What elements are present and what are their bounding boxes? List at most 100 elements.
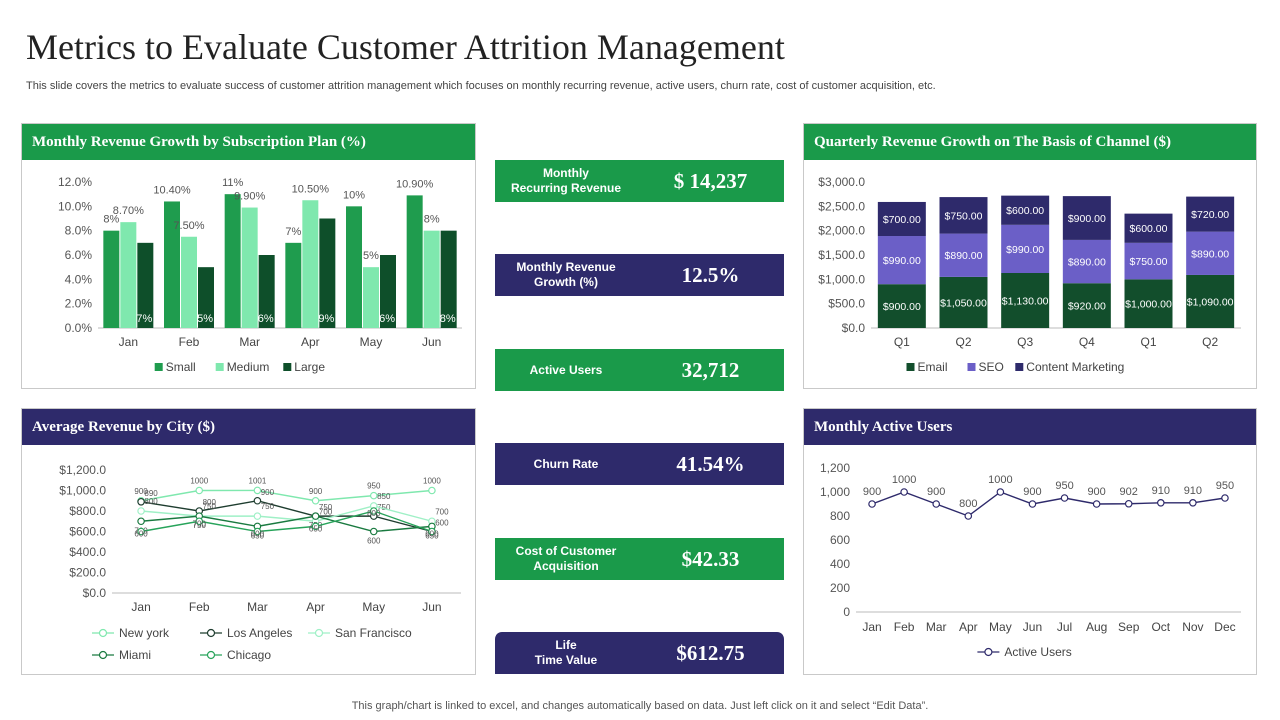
x-tick-label: May — [362, 600, 385, 614]
bar-segment-content-marketing — [1124, 213, 1173, 243]
line-point — [1124, 499, 1133, 508]
x-tick-label: Sep — [1118, 620, 1140, 634]
line-point — [1028, 500, 1037, 508]
bar-segment-email — [1124, 279, 1173, 328]
legend-swatch-marker — [98, 650, 108, 660]
y-tick-label: 200 — [830, 581, 850, 595]
line-point — [900, 488, 908, 496]
x-tick-label: Q1 — [894, 335, 910, 349]
bar-small — [406, 195, 423, 328]
quarterly-chart[interactable]: $0.0 $500.0 $1,000.0 $1,500.0 $2,000.0 $2,500… — [804, 160, 1258, 390]
point-data-label: 600 — [435, 519, 449, 528]
legend-label: Small — [166, 360, 196, 374]
y-tick-label: $0.0 — [842, 321, 866, 335]
bar-data-label: $1,090.00 — [1187, 296, 1234, 308]
y-tick-label: $400.0 — [69, 545, 106, 559]
point-data-label: 800 — [144, 497, 158, 506]
bar-segment-content-marketing — [877, 201, 926, 237]
x-tick-label: May — [989, 620, 1012, 634]
y-tick-label: 2.0% — [65, 297, 93, 311]
kpi-label: Cost of Customer Acquisition — [515, 544, 617, 573]
point-data-label: 800 — [367, 509, 381, 518]
bar-data-label: $990.00 — [1006, 244, 1044, 256]
kpi-value: $612.75 — [676, 640, 745, 665]
quarterly-panel: Quarterly Revenue Growth on The Basis of… — [803, 123, 1257, 389]
point-data-label: 1000 — [988, 474, 1012, 486]
line-point — [137, 507, 145, 515]
x-tick-label: May — [360, 335, 383, 349]
point-data-label: 900 — [261, 488, 275, 497]
bar-data-label: $600.00 — [1006, 205, 1044, 217]
legend-swatch — [967, 363, 976, 371]
y-tick-label: $2,500.0 — [818, 199, 865, 213]
kpi-monthly-revenue-growth: Monthly Revenue Growth (%) 12.5% — [495, 254, 784, 296]
bar-data-label: 8% — [440, 313, 456, 325]
kpi-life-time-value: Life Time Value $612.75 — [495, 632, 784, 674]
active-users-chart[interactable]: 0 200 400 600 800 1,000 1,200 900 1000 900 800 1000… — [804, 445, 1258, 676]
legend-swatch-marker — [314, 628, 324, 638]
bar-data-label: 8% — [424, 214, 440, 226]
point-data-label: 900 — [134, 487, 148, 496]
kpi-value: 32,712 — [681, 357, 740, 382]
x-tick-label: Mar — [926, 620, 947, 634]
line-point — [195, 486, 204, 495]
x-tick-label: Q1 — [1140, 335, 1156, 349]
x-tick-label: Apr — [301, 335, 320, 349]
y-tick-label: $1,000.0 — [59, 484, 106, 498]
kpi-label: Churn Rate — [533, 456, 599, 471]
kpi-label: Active Users — [529, 362, 603, 377]
bar-segment-content-marketing — [1186, 196, 1235, 232]
bar-data-label: 7% — [136, 313, 152, 325]
bar-segment-email — [1001, 273, 1050, 328]
bar-large — [319, 218, 336, 328]
kpi-label: Monthly Recurring Revenue — [510, 166, 622, 195]
monthly-growth-chart[interactable]: 0.0%2.0%4.0%6.0%8.0%10.0%12.0%8%8.70%7%1… — [22, 160, 477, 390]
y-tick-label: 1,200 — [820, 461, 850, 475]
point-data-label: 1000 — [423, 477, 441, 486]
line-point — [1189, 498, 1197, 507]
bar-large — [440, 230, 457, 328]
line-point — [253, 512, 262, 520]
point-data-label: 900 — [1023, 486, 1041, 498]
line-point — [253, 496, 262, 505]
point-data-label: 900 — [863, 486, 881, 498]
y-tick-label: $200.0 — [69, 566, 106, 580]
x-tick-label: Mar — [239, 335, 260, 349]
bar-data-label: $750.00 — [945, 210, 983, 222]
y-tick-label: $1,500.0 — [818, 248, 865, 262]
point-data-label: 850 — [377, 492, 391, 501]
bar-data-label: $600.00 — [1130, 223, 1168, 235]
city-chart[interactable]: $0.0 $200.0 $400.0 $600.0 $800.0 $1,000.0 $1,2… — [22, 445, 477, 676]
legend-label: New york — [119, 626, 170, 640]
x-tick-label: Mar — [247, 600, 268, 614]
y-tick-label: $600.0 — [69, 525, 106, 539]
point-data-label: 1001 — [249, 476, 267, 485]
line-point — [932, 500, 941, 508]
x-tick-label: Jan — [119, 335, 138, 349]
y-tick-label: $500.0 — [828, 297, 865, 311]
bar-data-label: 9% — [318, 313, 334, 325]
bar-data-label: $900.00 — [1068, 213, 1106, 225]
line-point — [137, 497, 145, 506]
point-data-label: 750 — [319, 503, 333, 512]
x-tick-label: Jan — [862, 620, 881, 634]
legend-swatch — [1015, 363, 1024, 371]
x-tick-label: Q2 — [955, 335, 971, 349]
x-tick-label: Apr — [306, 600, 325, 614]
x-tick-label: Nov — [1182, 620, 1203, 634]
kpi-active-users: Active Users 32,712 — [495, 349, 784, 391]
legend-swatch — [154, 363, 163, 371]
point-data-label: 902 — [1120, 486, 1138, 498]
kpi-value: $42.33 — [681, 546, 740, 571]
legend-swatch — [283, 363, 292, 371]
kpi-value: $ 14,237 — [673, 168, 748, 193]
bar-segment-content-marketing — [1062, 196, 1111, 240]
bar-small — [285, 242, 302, 328]
line-point — [369, 491, 378, 500]
x-tick-label: Apr — [959, 620, 978, 634]
line-point — [1060, 494, 1069, 502]
line-point — [428, 527, 436, 536]
point-data-label: 700 — [319, 507, 333, 516]
city-panel: Average Revenue by City ($) $0.0 $200.0 $4… — [21, 408, 476, 675]
y-tick-label: 400 — [830, 557, 850, 571]
